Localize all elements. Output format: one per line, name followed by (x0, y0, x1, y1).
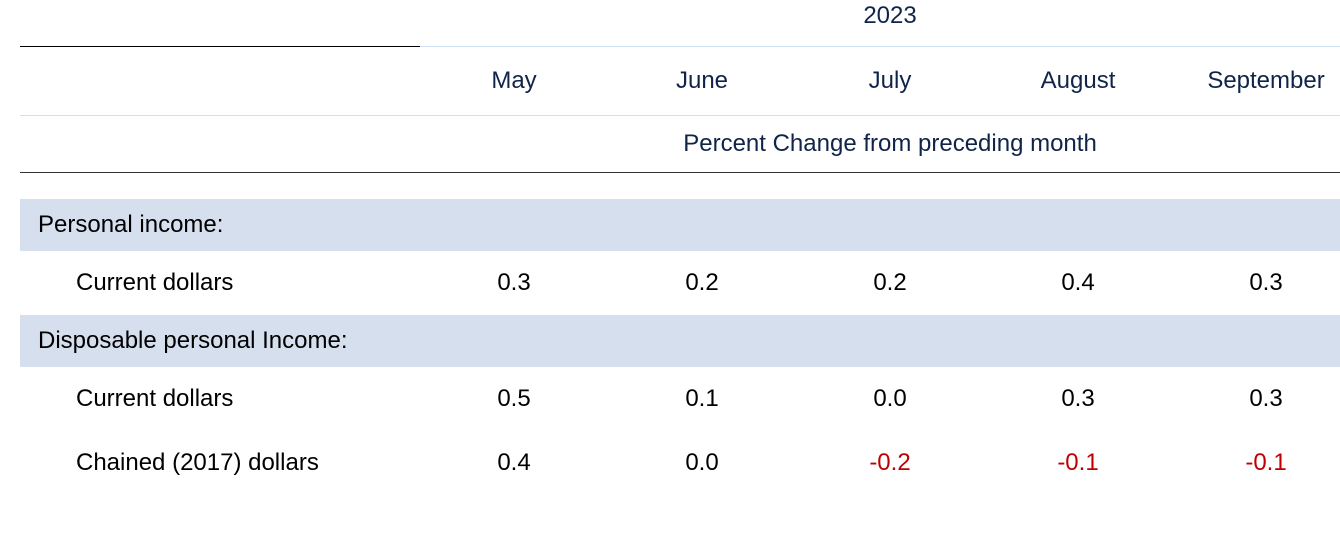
cell-value: 0.0 (608, 431, 796, 495)
cell-value: -0.1 (984, 431, 1172, 495)
cell-value: 0.4 (984, 251, 1172, 315)
year-blank (20, 0, 420, 47)
month-header: September (1172, 47, 1340, 116)
cell-value: 0.5 (420, 367, 608, 431)
cell-value: 0.3 (1172, 367, 1340, 431)
year-header: 2023 (420, 0, 1340, 47)
month-header: August (984, 47, 1172, 116)
row-label: Current dollars (20, 367, 420, 431)
cell-value: 0.2 (608, 251, 796, 315)
spacer (20, 173, 1340, 200)
row-label: Chained (2017) dollars (20, 431, 420, 495)
table-container: 2023 May June July August September Perc… (0, 0, 1340, 546)
section-label: Disposable personal Income: (20, 315, 420, 367)
section-label: Personal income: (20, 199, 420, 251)
income-table: 2023 May June July August September Perc… (20, 0, 1340, 495)
cell-value: 0.2 (796, 251, 984, 315)
cell-value: -0.2 (796, 431, 984, 495)
subtitle-blank (20, 116, 420, 173)
cell-value: 0.3 (1172, 251, 1340, 315)
cell-value: 0.3 (420, 251, 608, 315)
row-label: Current dollars (20, 251, 420, 315)
table-body: Personal income: Current dollars 0.3 0.2… (20, 173, 1340, 496)
cell-value: -0.1 (1172, 431, 1340, 495)
subtitle-header: Percent Change from preceding month (420, 116, 1340, 173)
cell-value: 0.3 (984, 367, 1172, 431)
months-blank (20, 47, 420, 116)
month-header: May (420, 47, 608, 116)
month-header: July (796, 47, 984, 116)
cell-value: 0.4 (420, 431, 608, 495)
month-header: June (608, 47, 796, 116)
cell-value: 0.1 (608, 367, 796, 431)
cell-value: 0.0 (796, 367, 984, 431)
